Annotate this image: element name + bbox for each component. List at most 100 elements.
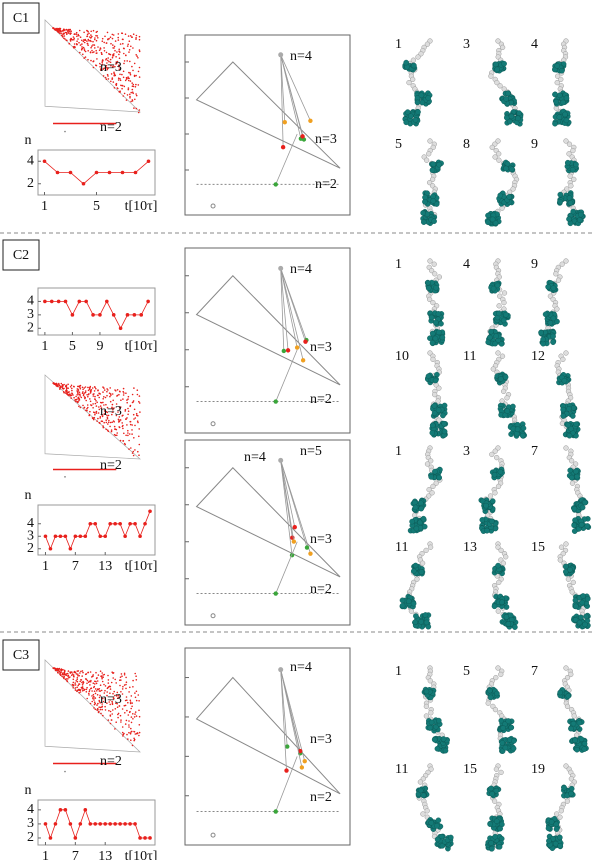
snapshot-domain bbox=[447, 834, 454, 841]
simplex-point bbox=[113, 47, 115, 49]
simplex-point bbox=[96, 680, 99, 682]
simplex-point bbox=[121, 726, 124, 728]
simplex-point bbox=[127, 87, 130, 89]
simplex-point bbox=[83, 41, 86, 44]
simplex-point bbox=[118, 416, 121, 418]
network-link bbox=[280, 268, 289, 351]
x-tick-label: 13 bbox=[98, 559, 112, 574]
data-point bbox=[143, 521, 147, 526]
snapshot-domain bbox=[570, 413, 576, 419]
simplex-point bbox=[72, 36, 75, 38]
snapshot-bead bbox=[429, 176, 436, 183]
simplex-point bbox=[137, 70, 140, 73]
snapshot-domain bbox=[570, 405, 577, 411]
simplex-point bbox=[117, 36, 119, 39]
snapshot-domain bbox=[498, 376, 504, 382]
network-link bbox=[280, 460, 296, 528]
data-point bbox=[73, 534, 78, 539]
simplex-point bbox=[117, 716, 119, 719]
snapshot-number: 15 bbox=[531, 540, 545, 555]
simplex-point bbox=[129, 699, 132, 702]
snapshot-domain bbox=[429, 422, 436, 429]
simplex-point bbox=[128, 720, 130, 722]
simplex-point bbox=[115, 414, 118, 417]
snapshot-domain bbox=[413, 525, 420, 532]
simplex-point bbox=[129, 686, 131, 689]
snapshot-domain bbox=[419, 99, 426, 106]
snapshot-domain bbox=[500, 317, 507, 324]
simplex-point bbox=[95, 387, 97, 390]
network-node bbox=[284, 768, 289, 773]
simplex-point bbox=[71, 387, 73, 390]
snapshot-domain bbox=[435, 329, 442, 336]
snapshot-domain bbox=[568, 725, 574, 732]
simplex-point bbox=[117, 79, 120, 81]
simplex-point bbox=[116, 60, 119, 63]
simplex-point bbox=[127, 410, 130, 413]
snapshot-domain bbox=[494, 66, 501, 73]
simplex-label: n=3 bbox=[100, 60, 122, 75]
simplex-point bbox=[99, 68, 102, 70]
simplex-point bbox=[77, 670, 80, 672]
snapshot-bead bbox=[489, 144, 495, 151]
simplex-point bbox=[97, 389, 99, 391]
snapshot-bead bbox=[504, 395, 510, 401]
snapshot-domain bbox=[565, 422, 571, 428]
simplex-point bbox=[132, 679, 134, 682]
snapshot-bead bbox=[501, 290, 508, 296]
network-label: n=2 bbox=[310, 392, 332, 407]
snapshot-bead bbox=[563, 665, 569, 671]
simplex-point bbox=[74, 682, 76, 684]
simplex-point bbox=[98, 710, 100, 713]
network-node bbox=[278, 52, 284, 58]
simplex-point bbox=[138, 109, 141, 111]
snapshot-domain bbox=[557, 842, 563, 849]
simplex-point bbox=[121, 675, 123, 677]
simplex-point bbox=[122, 95, 125, 97]
simplex-point bbox=[82, 682, 84, 685]
snapshot-bead bbox=[564, 703, 571, 710]
simplex-marker bbox=[64, 130, 66, 133]
simplex-point bbox=[89, 702, 92, 705]
simplex-point bbox=[138, 435, 140, 438]
data-point bbox=[55, 170, 60, 175]
simplex-point bbox=[99, 48, 102, 50]
network-label: n=3 bbox=[310, 532, 332, 547]
snapshot-bead bbox=[493, 766, 500, 772]
data-point bbox=[103, 534, 108, 539]
snapshot-domain bbox=[411, 499, 418, 506]
simplex-point bbox=[132, 33, 135, 35]
simplex-point bbox=[128, 71, 130, 74]
simplex-point bbox=[137, 111, 140, 114]
snapshot-bead bbox=[496, 151, 502, 157]
simplex-point bbox=[111, 421, 113, 424]
simplex-point bbox=[105, 403, 107, 406]
simplex-point bbox=[52, 667, 55, 669]
snapshot-domain bbox=[439, 334, 446, 341]
snapshot-domain bbox=[573, 603, 579, 610]
simplex-point bbox=[79, 395, 81, 397]
network-link bbox=[280, 54, 286, 123]
snapshot-domain bbox=[497, 825, 504, 832]
snapshot-domain bbox=[562, 111, 568, 118]
simplex-point bbox=[83, 57, 85, 59]
simplex-point bbox=[135, 732, 138, 735]
simplex-point bbox=[71, 393, 74, 395]
simplex-point bbox=[125, 696, 128, 698]
simplex-point bbox=[102, 68, 104, 70]
simplex-point bbox=[121, 731, 124, 734]
simplex-point bbox=[125, 687, 127, 690]
simplex-point bbox=[99, 416, 102, 418]
simplex-point bbox=[128, 691, 130, 693]
snapshot-domain bbox=[573, 468, 579, 475]
snapshot-bead bbox=[410, 57, 417, 63]
data-point bbox=[120, 170, 125, 175]
simplex-point bbox=[101, 680, 104, 683]
simplex-point bbox=[76, 391, 79, 393]
simplex-point bbox=[79, 386, 81, 389]
simplex-point bbox=[126, 399, 128, 401]
simplex-point bbox=[132, 713, 134, 715]
simplex-point bbox=[126, 417, 128, 419]
simplex-point bbox=[133, 730, 135, 733]
snapshot-domain bbox=[488, 328, 494, 335]
